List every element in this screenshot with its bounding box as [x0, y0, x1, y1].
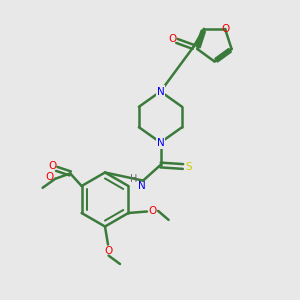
Text: N: N: [138, 181, 146, 191]
Text: O: O: [46, 172, 54, 182]
Text: N: N: [157, 137, 164, 148]
Text: O: O: [221, 24, 229, 34]
Text: O: O: [104, 245, 113, 256]
Text: N: N: [157, 86, 164, 97]
Text: S: S: [186, 161, 192, 172]
Text: O: O: [168, 34, 176, 44]
Text: H: H: [130, 174, 138, 184]
Text: O: O: [149, 206, 157, 216]
Text: O: O: [48, 161, 56, 172]
